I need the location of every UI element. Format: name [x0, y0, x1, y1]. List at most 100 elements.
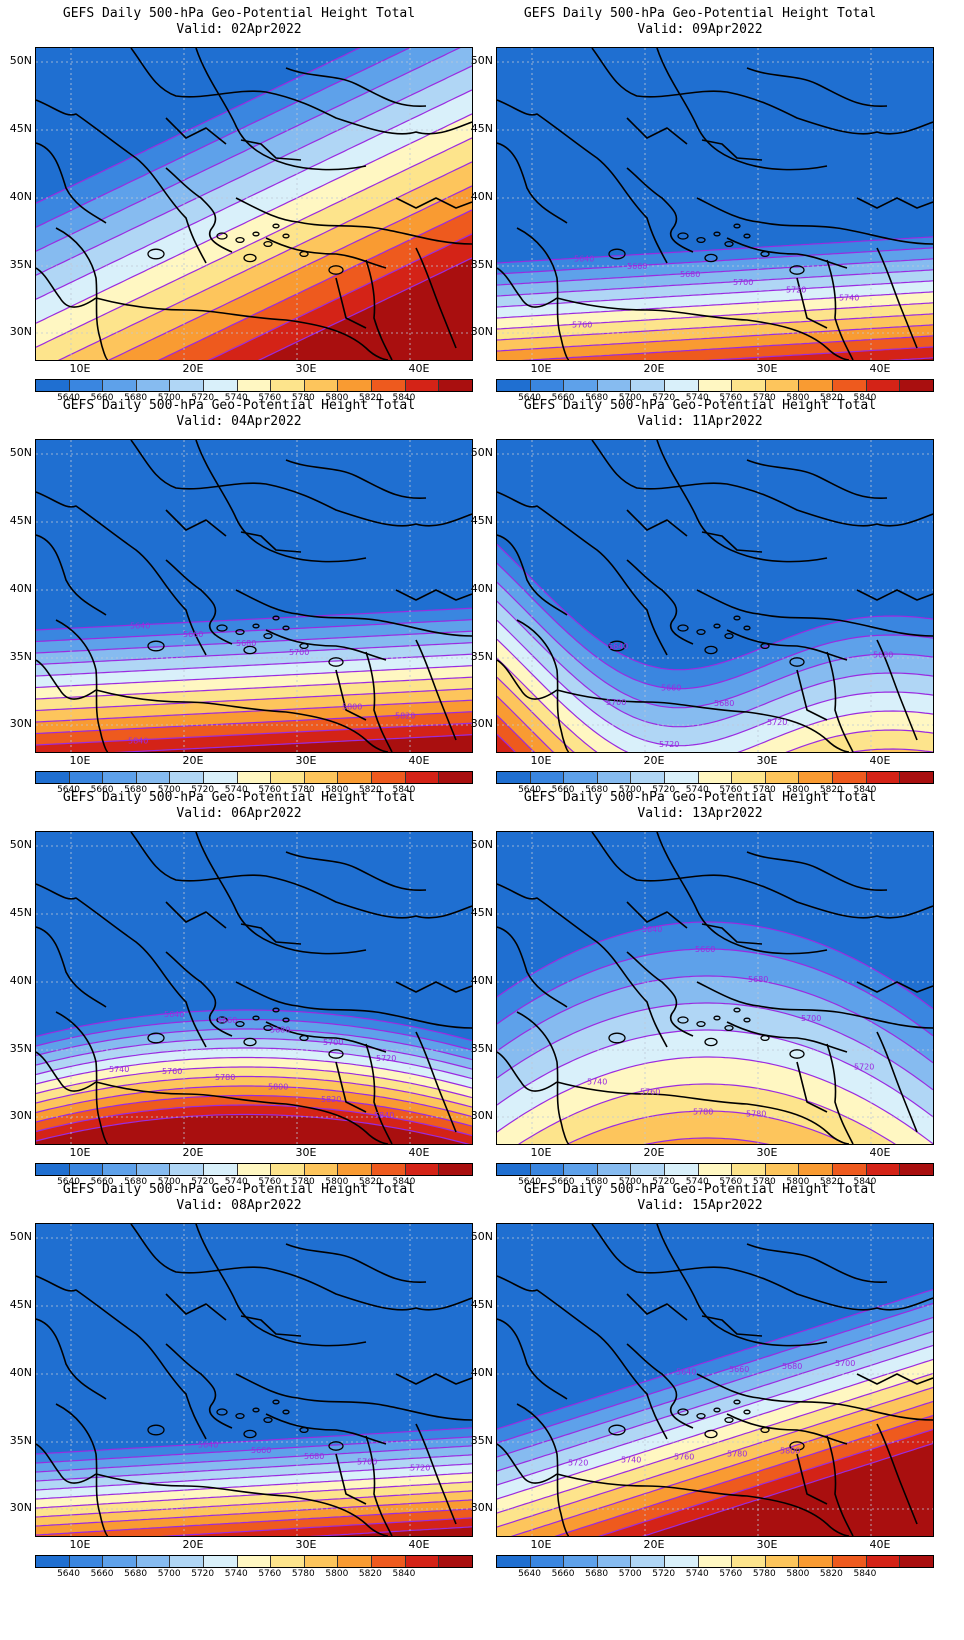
color-bar-swatch [270, 772, 304, 783]
island-outline [299, 1426, 309, 1434]
coastline-border [876, 1423, 918, 1525]
height-shading-band [36, 677, 472, 711]
height-contour-line [497, 1372, 933, 1514]
island-outline [743, 625, 751, 631]
color-bar-legend [35, 771, 473, 784]
contour-label: 5740 [621, 1455, 641, 1464]
latitude-tick-label: 50N [9, 1230, 32, 1243]
height-contour-line [309, 1526, 472, 1536]
island-outline [147, 1424, 165, 1436]
color-bar-label: 5680 [585, 393, 609, 403]
island-outline [235, 236, 245, 244]
color-bar-swatch [303, 772, 338, 783]
color-bar-label: 5720 [191, 1177, 215, 1187]
island-outline [677, 232, 689, 240]
coastline-border [130, 1224, 472, 1311]
longitude-tick-label: 30E [756, 1538, 778, 1551]
height-contour-line [36, 1445, 472, 1473]
coastline-border [130, 440, 472, 527]
height-contour-line [36, 1436, 472, 1464]
longitude-tick-label: 20E [643, 1146, 665, 1159]
height-contour-line [497, 1344, 933, 1486]
color-bar-swatch [270, 1164, 304, 1175]
coastline-border [726, 1413, 848, 1445]
coastline-border [415, 1031, 457, 1133]
height-contour-line [36, 1508, 472, 1536]
height-contour-line [36, 1009, 472, 1042]
longitude-tick-label: 20E [182, 754, 204, 767]
color-bar-swatch [169, 380, 204, 391]
color-bar-label: 5740 [224, 393, 248, 403]
height-shading-band [36, 1029, 472, 1070]
color-bar-swatch [303, 380, 338, 391]
island-outline [252, 1407, 260, 1413]
color-bar-swatch [169, 1556, 204, 1567]
panel-valid-date: Valid: 06Apr2022 [176, 806, 302, 821]
coastline-border [130, 48, 472, 135]
island-outline [263, 1024, 273, 1032]
island-outline [252, 623, 260, 629]
island-outline [235, 1020, 245, 1028]
coastline-border [36, 1318, 107, 1400]
contour-label: 5700 [606, 698, 626, 707]
latitude-tick-label: 45N [9, 122, 32, 135]
coastline-border [497, 142, 568, 224]
height-contour-line [36, 1066, 472, 1099]
map-panel: GEFS Daily 500-hPa Geo-Potential Height … [461, 1176, 939, 1584]
contour-label: 5680 [748, 975, 768, 984]
island-outline [789, 1049, 805, 1059]
coastline-border [626, 1293, 688, 1321]
color-bar-swatch [697, 1164, 732, 1175]
island-outline [724, 1024, 734, 1032]
height-shading-band [36, 1436, 472, 1472]
map-canvas: 5640 5660 5680 5700 5720 5740 5760 [497, 48, 933, 360]
height-shading-band [497, 563, 933, 708]
coastline-border [497, 1443, 558, 1484]
contour-label: 5680 [714, 699, 734, 708]
longitude-tick-label: 30E [295, 754, 317, 767]
coastline-border [591, 1224, 933, 1311]
height-contour-line [113, 734, 472, 752]
coastline-border [36, 1051, 97, 1092]
coastline-border [497, 659, 558, 700]
latitude-tick-label: 30N [9, 1501, 32, 1514]
height-contour-line [36, 630, 472, 654]
height-contour-line [36, 48, 461, 252]
color-bar-label: 5740 [685, 1569, 709, 1579]
coastline-border [365, 651, 393, 752]
height-shading-band [36, 1445, 472, 1481]
latitude-tick-label: 45N [470, 1298, 493, 1311]
coastline-border [796, 669, 828, 721]
color-bar-swatch [865, 380, 900, 391]
coastline-border [165, 901, 227, 929]
coastline-border [497, 491, 668, 656]
color-bar-label: 5740 [685, 785, 709, 795]
coastline-border [696, 589, 933, 637]
color-bar-label: 5660 [90, 1177, 114, 1187]
height-contour-line [36, 642, 472, 666]
longitude-tick-label: 10E [69, 362, 91, 375]
height-shading-band [36, 832, 472, 1041]
longitude-tick-label: 30E [756, 754, 778, 767]
latitude-tick-label: 50N [470, 1230, 493, 1243]
coastline-border [796, 1061, 828, 1113]
coastline-border [746, 67, 888, 107]
coastline-border [130, 832, 472, 919]
island-outline [724, 632, 734, 640]
coastline-border [95, 689, 389, 752]
height-shading-band [497, 658, 933, 752]
height-contour-line [703, 346, 933, 360]
coastline-border [876, 639, 918, 741]
height-shading-band [497, 269, 933, 307]
island-outline [243, 1037, 257, 1047]
color-bar-swatch [596, 772, 631, 783]
color-bar-label: 5700 [157, 1177, 181, 1187]
height-contour-line [497, 302, 933, 330]
latitude-tick-label: 35N [470, 1042, 493, 1055]
panel-title: GEFS Daily 500-hPa Geo-Potential Height … [523, 790, 877, 805]
coastline-border [656, 48, 828, 171]
panel-title: GEFS Daily 500-hPa Geo-Potential Height … [523, 398, 877, 413]
coastline-border [626, 1343, 694, 1429]
coastline-border [265, 1021, 387, 1053]
coastline-border [285, 1243, 427, 1283]
